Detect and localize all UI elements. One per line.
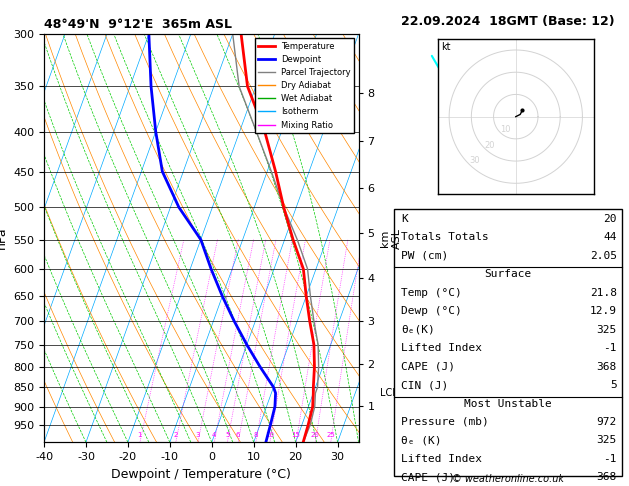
Text: 25: 25 <box>326 432 335 438</box>
Text: 2: 2 <box>174 432 178 438</box>
Text: kt: kt <box>441 42 450 52</box>
Text: CIN (J): CIN (J) <box>401 380 448 390</box>
Text: 8: 8 <box>253 432 258 438</box>
Text: 22.09.2024  18GMT (Base: 12): 22.09.2024 18GMT (Base: 12) <box>401 15 615 28</box>
Text: 12.9: 12.9 <box>590 306 617 316</box>
Text: 2.05: 2.05 <box>590 251 617 261</box>
Text: 21.8: 21.8 <box>590 288 617 298</box>
Text: Totals Totals: Totals Totals <box>401 232 489 243</box>
Text: K: K <box>401 214 408 224</box>
Text: 3: 3 <box>196 432 200 438</box>
Text: PW (cm): PW (cm) <box>401 251 448 261</box>
Text: 6: 6 <box>236 432 240 438</box>
Text: Pressure (mb): Pressure (mb) <box>401 417 489 427</box>
Text: 5: 5 <box>225 432 230 438</box>
Text: 20: 20 <box>485 141 495 150</box>
Text: CAPE (J): CAPE (J) <box>401 362 455 372</box>
Text: Most Unstable: Most Unstable <box>464 399 552 409</box>
FancyBboxPatch shape <box>394 209 621 476</box>
Text: 4: 4 <box>212 432 216 438</box>
Text: 15: 15 <box>292 432 301 438</box>
Text: 10: 10 <box>265 432 274 438</box>
Text: 368: 368 <box>597 362 617 372</box>
Text: LCL: LCL <box>381 388 398 398</box>
Text: 5: 5 <box>610 380 617 390</box>
Text: © weatheronline.co.uk: © weatheronline.co.uk <box>452 473 564 484</box>
Text: Lifted Index: Lifted Index <box>401 343 482 353</box>
Text: Lifted Index: Lifted Index <box>401 454 482 464</box>
Text: θₑ (K): θₑ (K) <box>401 435 442 446</box>
Y-axis label: hPa: hPa <box>0 227 8 249</box>
Text: 325: 325 <box>597 325 617 335</box>
Text: CAPE (J): CAPE (J) <box>401 472 455 483</box>
Text: 368: 368 <box>597 472 617 483</box>
Text: -1: -1 <box>603 343 617 353</box>
Text: Dewp (°C): Dewp (°C) <box>401 306 462 316</box>
Text: 10: 10 <box>500 125 511 134</box>
Text: 1: 1 <box>138 432 142 438</box>
Text: 48°49'N  9°12'E  365m ASL: 48°49'N 9°12'E 365m ASL <box>44 18 232 32</box>
Text: θₑ(K): θₑ(K) <box>401 325 435 335</box>
X-axis label: Dewpoint / Temperature (°C): Dewpoint / Temperature (°C) <box>111 468 291 481</box>
Text: 30: 30 <box>469 156 480 165</box>
Text: 972: 972 <box>597 417 617 427</box>
Y-axis label: km
ASL: km ASL <box>381 227 402 249</box>
Text: 44: 44 <box>603 232 617 243</box>
Text: 325: 325 <box>597 435 617 446</box>
Text: Surface: Surface <box>484 269 532 279</box>
Text: Temp (°C): Temp (°C) <box>401 288 462 298</box>
Text: 20: 20 <box>603 214 617 224</box>
Text: 20: 20 <box>311 432 320 438</box>
Legend: Temperature, Dewpoint, Parcel Trajectory, Dry Adiabat, Wet Adiabat, Isotherm, Mi: Temperature, Dewpoint, Parcel Trajectory… <box>255 38 354 133</box>
Text: -1: -1 <box>603 454 617 464</box>
